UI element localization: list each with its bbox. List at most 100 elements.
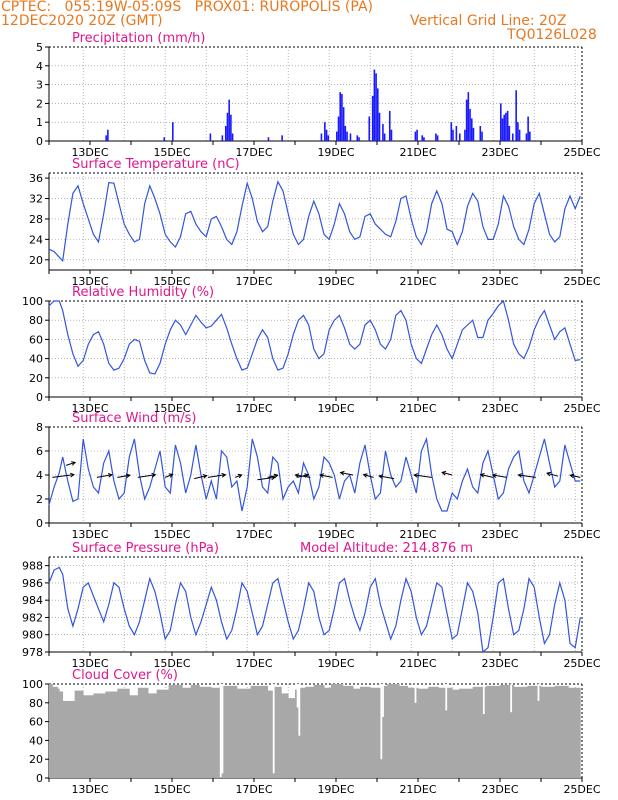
x-tick-label: 17DEC <box>235 146 272 159</box>
y-tick-label: 80 <box>29 697 43 710</box>
x-tick-label: 23DEC <box>481 657 518 670</box>
precip-bar <box>481 131 483 141</box>
cloud-bar <box>541 686 556 778</box>
x-tick-label: 23DEC <box>481 783 518 796</box>
y-tick-label: 980 <box>22 629 43 642</box>
wind-arrow-head <box>319 473 325 478</box>
cloud-bar <box>527 685 542 778</box>
x-tick-label: 19DEC <box>317 146 354 159</box>
precip-bar <box>501 118 504 141</box>
y-tick-label: 8 <box>36 421 43 434</box>
cloud-bar <box>281 693 289 778</box>
cloud-bar <box>452 689 460 778</box>
precip-bar <box>327 135 330 141</box>
precip-bar <box>472 127 475 141</box>
y-tick-label: 4 <box>36 60 43 73</box>
cloud-bar <box>168 684 183 778</box>
cloud-bar <box>313 684 325 778</box>
cloud-bar <box>52 686 58 778</box>
precip-bar <box>383 133 386 141</box>
cloud-bar <box>156 689 169 778</box>
cloud-bar <box>380 685 388 778</box>
precip-bar <box>435 133 437 141</box>
cloud-gap <box>382 684 384 717</box>
cloud-bar <box>554 685 569 778</box>
precip-bar <box>341 94 343 141</box>
x-tick-label: 21DEC <box>399 402 436 415</box>
wind-arrow <box>295 474 311 478</box>
y-tick-label: 0 <box>36 772 43 785</box>
cloud-bar <box>190 684 200 778</box>
y-tick-label: 982 <box>22 611 43 624</box>
precip-bar <box>163 137 166 141</box>
y-tick-label: 60 <box>29 716 43 729</box>
x-tick-label: 23DEC <box>481 275 518 288</box>
cloud-gap <box>272 684 275 774</box>
x-tick-label: 15DEC <box>153 528 190 541</box>
precip-bar <box>505 112 507 141</box>
x-tick-label: 25DEC <box>563 783 600 796</box>
wind-arrow-head <box>273 473 279 479</box>
x-tick-label: 23DEC <box>481 528 518 541</box>
precip-bar <box>388 110 391 141</box>
cloud-bar <box>330 684 344 778</box>
y-tick-label: 60 <box>29 333 43 346</box>
wind-arrow <box>518 474 536 478</box>
wind-arrow-head <box>151 472 157 478</box>
x-tick-label: 17DEC <box>235 402 272 415</box>
x-tick-label: 25DEC <box>563 528 600 541</box>
x-tick-label: 15DEC <box>153 275 190 288</box>
panel-title: Precipitation (mm/h) <box>72 31 205 46</box>
y-tick-label: 100 <box>22 678 43 691</box>
cloud-bar <box>105 691 118 778</box>
precip-bar <box>517 122 519 141</box>
y-tick-label: 4 <box>36 469 43 482</box>
precip-bar <box>515 90 517 141</box>
x-tick-label: 21DEC <box>399 783 436 796</box>
precip-bar <box>416 129 418 141</box>
precip-bar <box>459 133 461 141</box>
y-tick-label: 978 <box>22 646 43 659</box>
precip-bar <box>349 133 352 141</box>
wind-arrow-head <box>168 473 174 478</box>
panel-precip: 0 1 2 3 4 5 13DEC 15DEC 17DEC 19DEC 21DEC 23DEC 25DE… <box>36 31 601 159</box>
panel-press: 978 980 982 984 986 988 13DEC 15DEC 17DEC 19DEC 21… <box>22 541 601 670</box>
y-tick-label: 1 <box>36 116 43 129</box>
header-grid-line: Vertical Grid Line: 20Z <box>410 13 567 29</box>
y-tick-label: 0 <box>36 135 43 148</box>
cloud-bar <box>486 685 501 778</box>
panel-wind: 0 2 4 6 8 13DEC 15DEC 17DEC 19DEC 21DEC 23DEC 25DEC… <box>36 411 601 541</box>
x-tick-label: 19DEC <box>317 783 354 796</box>
y-tick-label: 36 <box>29 172 43 185</box>
precip-bar <box>390 129 393 141</box>
wind-arrow-head <box>71 461 77 466</box>
wind-arrow <box>378 475 395 480</box>
panel-temp: 20 24 28 32 36 13DEC 15DEC 17DEC 19DEC 21DEC 23DEC… <box>29 157 601 288</box>
x-tick-label: 19DEC <box>317 528 354 541</box>
wind-arrow-head <box>294 473 300 478</box>
x-tick-label: 13DEC <box>71 402 108 415</box>
wind-arrow <box>194 475 207 480</box>
cloud-gap <box>445 684 448 711</box>
y-tick-label: 3 <box>36 79 43 92</box>
precip-bar <box>209 133 212 141</box>
cloud-bar <box>459 688 474 778</box>
wind-arrow-head <box>479 473 485 478</box>
precip-bar <box>506 110 509 141</box>
wind-arrow <box>570 474 581 478</box>
precip-bar <box>356 135 359 141</box>
cloud-bar <box>407 687 419 778</box>
x-tick-label: 13DEC <box>71 275 108 288</box>
cloud-gap <box>221 684 224 774</box>
cloud-bar <box>117 688 130 778</box>
precip-bar <box>346 131 348 141</box>
header-run-time: 12DEC2020 20Z (GMT) <box>1 13 163 29</box>
wind-arrow-head <box>202 474 208 479</box>
rh-series-line <box>48 299 581 375</box>
precip-bar <box>339 92 342 141</box>
cloud-gap <box>380 684 383 760</box>
precip-bar <box>221 135 224 141</box>
precip-bar <box>455 125 458 141</box>
cloud-bar <box>62 700 76 778</box>
x-tick-label: 15DEC <box>153 657 190 670</box>
